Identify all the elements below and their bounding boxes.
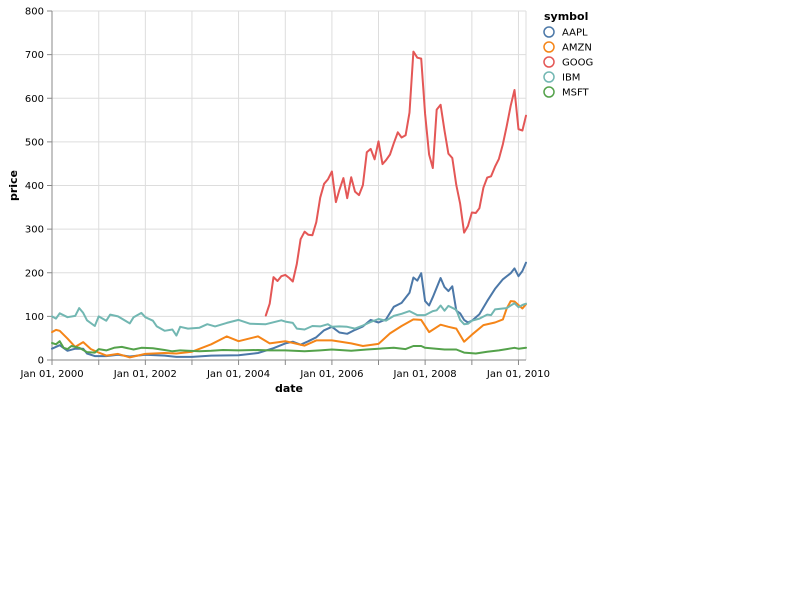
legend-symbol — [543, 86, 555, 98]
y-tick-label: 600 — [25, 94, 44, 105]
x-tick-label: Jan 01, 2004 — [206, 369, 270, 380]
series-line-msft — [51, 340, 527, 355]
y-tick-label: 200 — [25, 268, 44, 279]
legend-symbol — [543, 56, 555, 68]
y-tick-label: 800 — [25, 7, 44, 18]
x-tick-label: Jan 01, 2008 — [393, 369, 457, 380]
y-tick-label: 300 — [25, 225, 44, 236]
legend-item-goog[interactable]: GOOG — [543, 56, 593, 69]
series-line-amzn — [51, 300, 527, 359]
legend-label: GOOG — [562, 58, 593, 69]
y-axis-title: price — [7, 170, 20, 201]
legend-symbol — [543, 26, 555, 38]
axes: Jan 01, 2000 Jan 01, 2002 Jan 01, 2004 Jan … — [19, 7, 550, 381]
legend-symbol — [543, 41, 555, 53]
y-tick-label: 100 — [25, 312, 44, 323]
series-line-goog — [264, 50, 527, 317]
y-tick-label: 0 — [38, 356, 44, 367]
legend[interactable]: symbol AAPL AMZN GOOG IBM MSFT — [543, 10, 593, 99]
legend-item-ibm[interactable]: IBM — [543, 71, 580, 84]
legend-item-aapl[interactable]: AAPL — [543, 26, 588, 39]
legend-label: IBM — [562, 73, 580, 84]
y-tick-label: 700 — [25, 50, 44, 61]
y-tick-label: 400 — [25, 181, 44, 192]
legend-label: AMZN — [562, 43, 592, 54]
y-tick-label: 500 — [25, 137, 44, 148]
x-tick-label: Jan 01, 2000 — [19, 369, 83, 380]
legend-label: AAPL — [562, 28, 588, 39]
x-axis-title: date — [275, 382, 303, 395]
x-tick-label: Jan 01, 2006 — [299, 369, 363, 380]
series-group — [51, 50, 527, 359]
legend-item-amzn[interactable]: AMZN — [543, 41, 592, 54]
legend-symbol — [543, 71, 555, 83]
x-tick-label: Jan 01, 2002 — [113, 369, 177, 380]
x-tick-label: Jan 01, 2010 — [486, 369, 550, 380]
legend-item-msft[interactable]: MSFT — [543, 86, 590, 99]
legend-label: MSFT — [562, 88, 590, 99]
legend-title: symbol — [544, 10, 588, 23]
series-line-ibm — [51, 302, 527, 337]
